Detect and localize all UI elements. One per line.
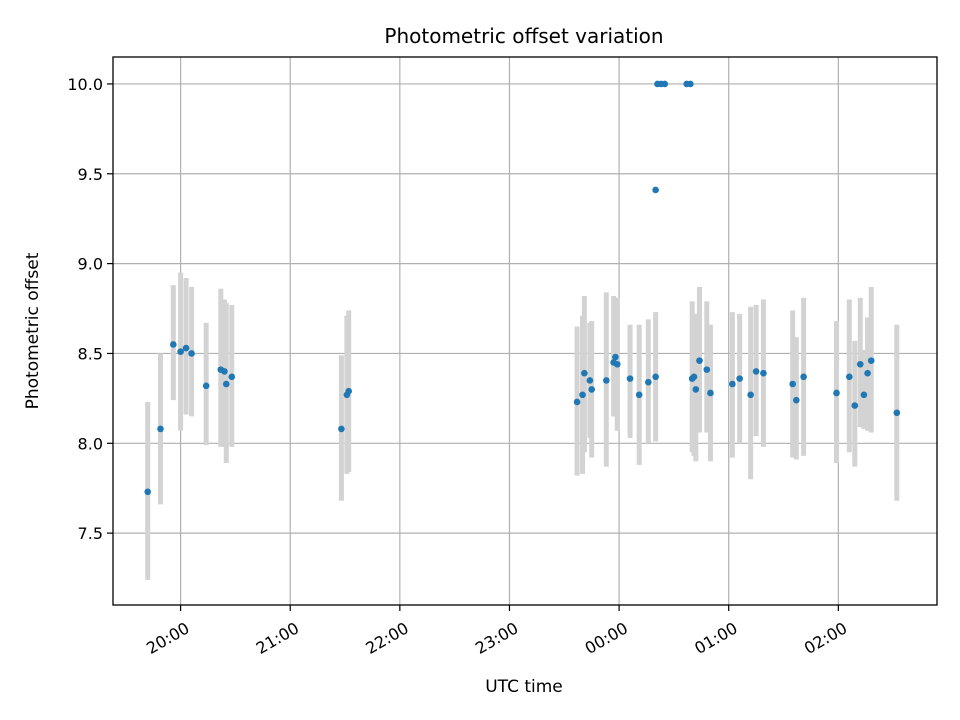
- data-point: [833, 389, 840, 397]
- x-tick-label: 20:00: [143, 618, 192, 658]
- chart-title: Photometric offset variation: [384, 24, 663, 48]
- y-axis-label: Photometric offset: [23, 252, 43, 409]
- data-point: [690, 373, 698, 381]
- data-point: [573, 398, 581, 406]
- data-point: [612, 353, 619, 361]
- data-point: [579, 391, 586, 399]
- data-point: [581, 369, 588, 377]
- y-tick-label: 7.5: [78, 524, 103, 543]
- x-tick-label: 00:00: [582, 618, 631, 658]
- x-tick-label: 02:00: [801, 618, 850, 658]
- grid: [113, 57, 937, 605]
- data-point: [661, 80, 669, 88]
- data-point: [760, 369, 767, 377]
- data-point: [345, 387, 352, 395]
- data-point: [707, 389, 714, 397]
- data-point: [188, 350, 195, 357]
- y-tick-label: 8.5: [78, 344, 103, 363]
- data-point: [177, 348, 184, 355]
- data-point: [157, 425, 164, 433]
- data-point: [851, 402, 859, 409]
- data-point: [789, 380, 796, 388]
- y-axis: 7.5 8.0 8.5 9.0 9.5 10.0: [67, 75, 113, 543]
- data-point: [202, 382, 210, 390]
- data-point: [221, 368, 228, 375]
- x-tick-label: 23:00: [472, 618, 521, 658]
- y-tick-label: 8.0: [78, 434, 103, 453]
- data-point: [747, 391, 754, 399]
- data-point: [652, 373, 659, 381]
- data-point: [228, 373, 236, 381]
- data-point: [692, 386, 700, 393]
- data-point: [846, 373, 853, 381]
- data-point: [635, 391, 643, 399]
- error-bars: [145, 272, 900, 580]
- data-point: [338, 425, 345, 433]
- data-point: [652, 186, 659, 194]
- x-tick-label: 22:00: [362, 618, 411, 658]
- data-point: [793, 396, 800, 404]
- data-point: [864, 369, 871, 377]
- y-tick-label: 10.0: [67, 75, 103, 94]
- y-tick-label: 9.5: [78, 165, 103, 184]
- data-points: [144, 80, 901, 496]
- data-point: [603, 377, 610, 384]
- data-point: [752, 368, 760, 375]
- data-point: [703, 366, 711, 373]
- data-point: [729, 380, 736, 388]
- data-point: [626, 375, 634, 382]
- data-point: [893, 409, 901, 417]
- data-point: [588, 386, 595, 393]
- data-point: [144, 488, 152, 496]
- data-point: [169, 341, 177, 348]
- data-point: [860, 391, 868, 399]
- x-axis: 20:00 21:00 22:00 23:00 00:00 01:00 02:00: [143, 605, 850, 658]
- data-point: [687, 80, 694, 88]
- data-point: [222, 380, 230, 388]
- data-point: [613, 360, 621, 368]
- data-point: [182, 344, 190, 352]
- data-point: [736, 375, 743, 382]
- x-axis-label: UTC time: [485, 677, 563, 697]
- data-point: [867, 357, 875, 364]
- data-point: [645, 378, 652, 386]
- data-point: [696, 357, 703, 364]
- x-tick-label: 01:00: [691, 618, 740, 658]
- x-tick-label: 21:00: [253, 618, 302, 658]
- data-point: [856, 360, 864, 368]
- plot-frame: [112, 56, 938, 606]
- data-point: [800, 373, 807, 381]
- y-tick-label: 9.0: [78, 255, 103, 274]
- data-point: [586, 377, 594, 384]
